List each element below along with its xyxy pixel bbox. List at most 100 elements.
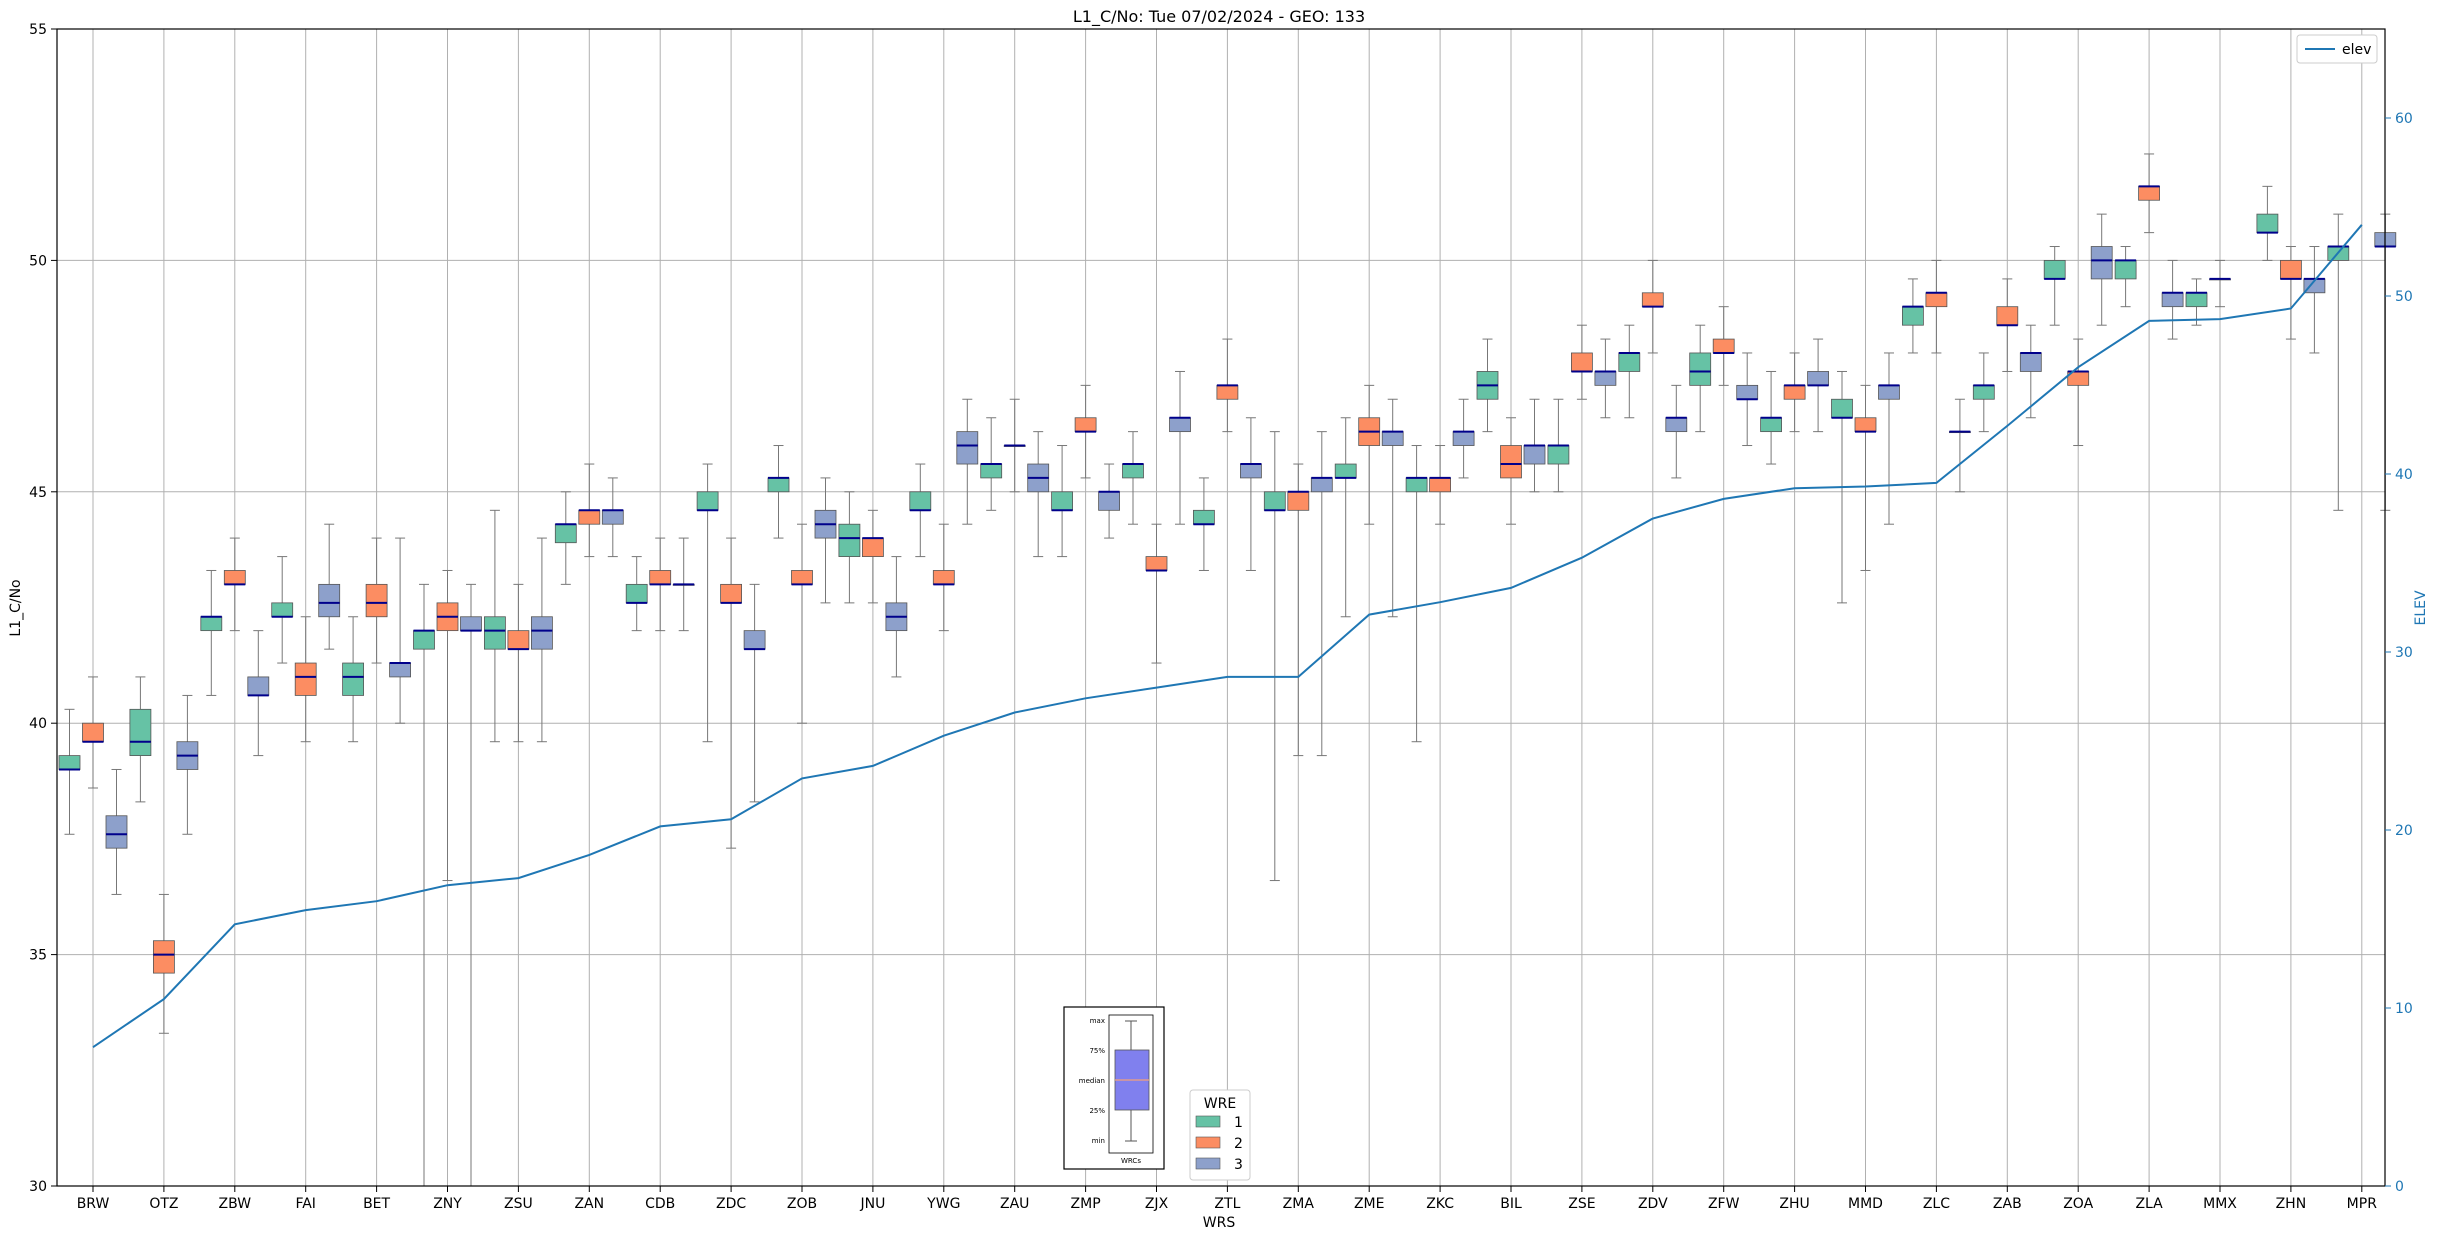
box-ZAB-wre1 <box>1972 352 1995 433</box>
box-body <box>1145 556 1168 571</box>
box-CDB-wre2 <box>649 537 672 632</box>
box-key-label-q1: 25% <box>1089 1107 1105 1115</box>
box-ZLA-wre2 <box>2138 153 2161 234</box>
box-MMD-wre1 <box>1831 370 1853 604</box>
y2-axis-ticks: 0 10 20 30 40 50 60 <box>2385 111 2413 1195</box>
x-tick-label: ZME <box>1354 1196 1385 1212</box>
box-body <box>2043 259 2066 280</box>
box-body <box>2090 246 2113 280</box>
box-FAI-wre3 <box>318 523 341 650</box>
elev-legend-frame <box>2296 34 2378 64</box>
plot-frame <box>56 28 2386 1187</box>
box-body <box>1760 417 1782 433</box>
y-tick-label: 55 <box>29 22 47 38</box>
y2-tick-label: 10 <box>2395 1001 2413 1017</box>
box-key-inset: max 75% median 25% min WRCs <box>1063 1006 1165 1170</box>
box-ZOB-wre2 <box>791 523 813 724</box>
x-tick-label: ZOA <box>2063 1196 2093 1212</box>
box-body <box>1500 445 1522 479</box>
box-BET-wre3 <box>389 537 412 724</box>
box-body <box>389 662 412 678</box>
box-ZNY-wre3 <box>460 583 482 1186</box>
box-ZHU-wre3 <box>1807 338 1829 433</box>
wre-legend-label-1: 1 <box>1234 1115 1243 1131</box>
x-tick-label: ZNY <box>433 1196 462 1212</box>
box-body <box>1831 398 1853 419</box>
box-body <box>578 509 601 525</box>
box-ZFW-wre2 <box>1712 306 1735 386</box>
wre-legend: WRE 1 2 3 <box>1189 1089 1251 1181</box>
x-tick-label: ZAU <box>1000 1196 1029 1212</box>
box-body <box>483 616 506 650</box>
box-body <box>1429 477 1451 493</box>
box-body <box>1712 338 1735 354</box>
box-ZAN-wre2 <box>578 463 601 558</box>
box-ZMP-wre3 <box>1098 463 1120 539</box>
box-body <box>82 722 104 743</box>
box-ZAU-wre3 <box>1027 431 1050 558</box>
box-ZBW-wre2 <box>223 537 246 632</box>
box-ZKC-wre1 <box>1405 445 1428 743</box>
x-tick-label: ZDC <box>716 1196 746 1212</box>
box-body <box>1972 384 1995 400</box>
box-ZNY-wre1 <box>413 583 435 1186</box>
y-tick-label: 45 <box>29 485 47 501</box>
x-tick-label: ZBW <box>219 1196 252 1212</box>
box-BIL-wre1 <box>1476 338 1499 433</box>
box-body <box>413 630 435 650</box>
wre-legend-label-2: 2 <box>1234 1136 1243 1152</box>
box-ZAU-wre1 <box>980 417 1003 511</box>
box-body <box>247 676 270 696</box>
box-body <box>1334 463 1357 479</box>
box-body <box>223 570 246 585</box>
x-tick-label: BRW <box>77 1196 110 1212</box>
box-ZMA-wre2 <box>1287 463 1310 757</box>
box-body <box>1216 384 1239 400</box>
box-ZME-wre1 <box>1334 417 1357 618</box>
box-ZDV-wre1 <box>1618 324 1641 419</box>
box-body <box>791 570 813 585</box>
box-body <box>2185 292 2208 308</box>
x-tick-label: YWG <box>926 1196 960 1212</box>
box-body <box>1074 417 1097 433</box>
box-ZMP-wre2 <box>1074 384 1097 479</box>
box-body <box>1547 445 1570 465</box>
x-tick-label: ZHN <box>2276 1196 2307 1212</box>
box-body <box>554 523 577 544</box>
x-tick-label: BET <box>363 1196 390 1212</box>
box-body <box>838 523 861 557</box>
x-tick-label: BIL <box>1500 1196 1522 1212</box>
box-ZMA-wre1 <box>1263 431 1286 882</box>
x-tick-label: MMX <box>2203 1196 2237 1212</box>
box-ZDC-wre2 <box>720 537 742 849</box>
box-body <box>460 616 482 632</box>
box-body <box>1996 306 2019 326</box>
box-body <box>1263 491 1286 511</box>
x-tick-label: ZMA <box>1283 1196 1315 1212</box>
box-ZLA-wre3 <box>2161 259 2184 340</box>
box-ZDV-wre3 <box>1665 384 1688 479</box>
x-tick-label: ZSU <box>504 1196 533 1212</box>
box-body <box>980 463 1003 479</box>
box-body <box>1736 384 1759 400</box>
box-key-label-min: min <box>1092 1137 1105 1145</box>
box-BRW-wre1 <box>58 708 81 835</box>
box-ZSU-wre2 <box>507 583 530 743</box>
x-tick-label: MMD <box>1848 1196 1883 1212</box>
wre-legend-swatch-3 <box>1195 1157 1221 1170</box>
box-ZMP-wre1 <box>1051 445 1073 558</box>
elev-legend: elev <box>2296 34 2378 64</box>
x-tick-label: ZMP <box>1071 1196 1101 1212</box>
y2-tick-label: 30 <box>2395 645 2413 661</box>
box-ZTL-wre2 <box>1216 338 1239 433</box>
y-axis-label: L1_C/No <box>8 579 24 636</box>
box-body <box>1618 352 1641 372</box>
box-YWG-wre2 <box>932 523 955 632</box>
box-ZJX-wre3 <box>1169 370 1191 525</box>
box-body <box>2161 292 2184 308</box>
box-MMD-wre2 <box>1854 384 1877 571</box>
wre-legend-frame <box>1189 1089 1251 1181</box>
box-body <box>1878 384 1900 400</box>
y2-tick-label: 20 <box>2395 823 2413 839</box>
